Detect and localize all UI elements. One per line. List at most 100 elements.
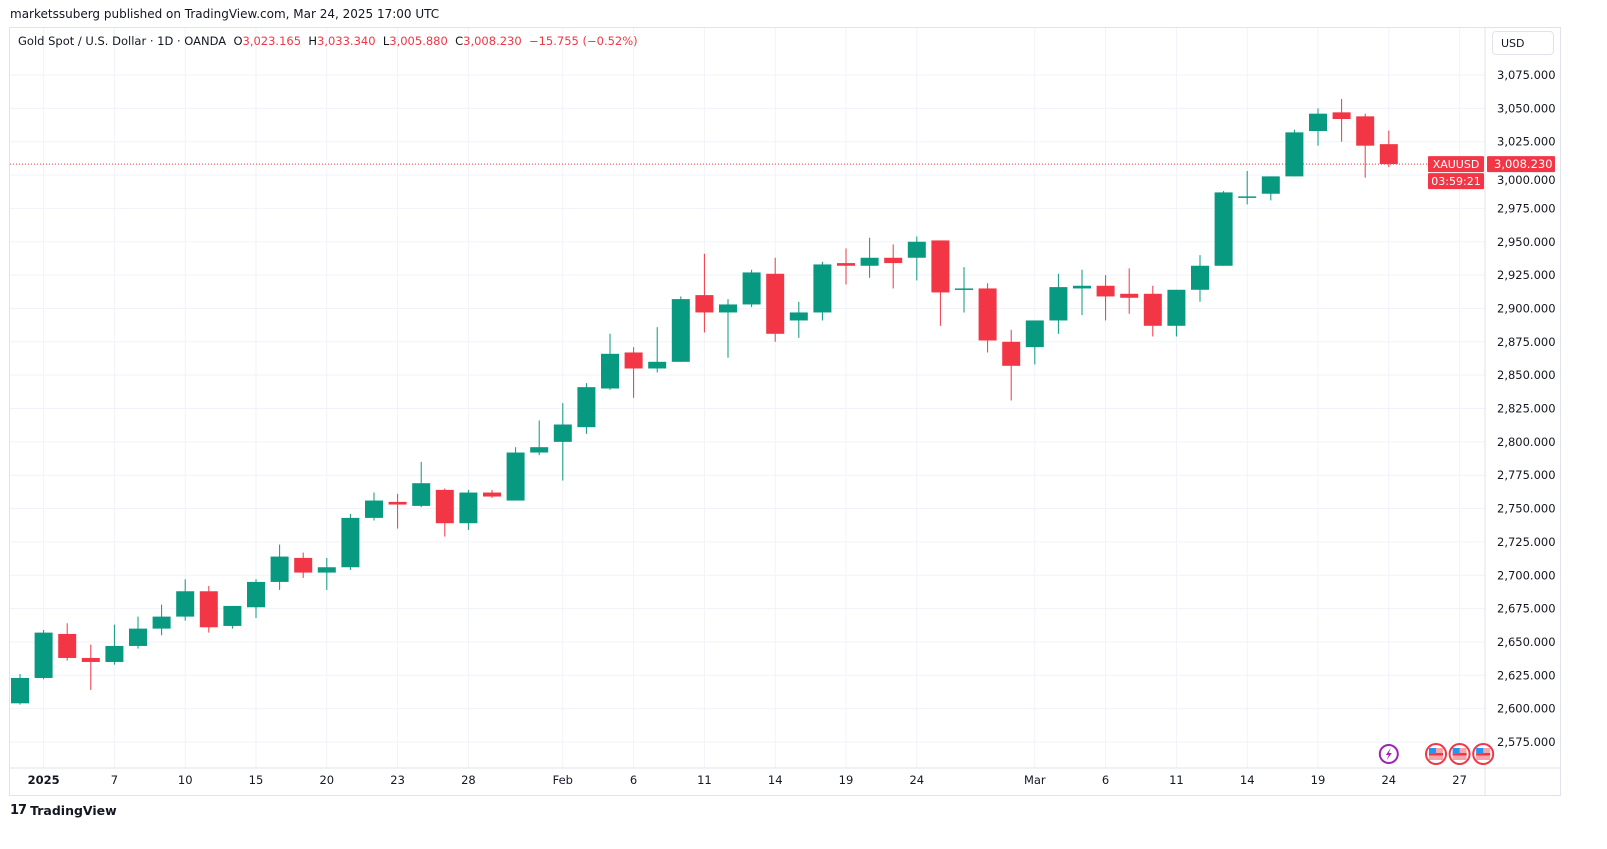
- candle-body: [789, 312, 808, 321]
- candle-body: [1332, 112, 1351, 120]
- candle-body: [1285, 132, 1304, 177]
- candle: [1073, 269, 1091, 316]
- candle: [884, 244, 903, 289]
- candle-body: [931, 240, 950, 293]
- candle-body: [152, 616, 171, 629]
- us-flag-event-icon: [1472, 743, 1495, 765]
- candle-body: [1214, 192, 1233, 266]
- lightning-glyph: [1385, 748, 1392, 760]
- candle: [1096, 275, 1115, 321]
- currency-button[interactable]: USD: [1492, 31, 1554, 55]
- low-value: 3,005.880: [389, 34, 448, 48]
- y-tick-label: 3,075.000: [1497, 68, 1556, 82]
- candle: [1285, 129, 1304, 177]
- low-label: L: [382, 34, 390, 48]
- candle: [435, 488, 454, 537]
- candle: [270, 544, 289, 590]
- candle-body: [34, 632, 53, 678]
- candle: [978, 283, 997, 353]
- x-tick-label: Feb: [553, 773, 573, 787]
- candle: [506, 447, 525, 501]
- candle: [860, 237, 879, 278]
- candle: [1191, 255, 1209, 302]
- candle: [412, 461, 431, 508]
- candle: [341, 513, 360, 570]
- candle: [695, 253, 714, 333]
- y-tick-label: 2,650.000: [1497, 635, 1556, 649]
- candle: [837, 248, 855, 285]
- flag-canton: [1429, 748, 1436, 754]
- high-value: 3,033.340: [317, 34, 376, 48]
- candle: [105, 624, 124, 665]
- flag-stripe: [1452, 753, 1467, 756]
- candle: [11, 673, 29, 705]
- symbol-tag: XAUUSD: [1433, 158, 1480, 171]
- candle-body: [81, 657, 100, 662]
- x-tick-label: 7: [111, 773, 118, 787]
- flag-stripe: [1476, 753, 1491, 756]
- candle-body: [247, 581, 265, 608]
- candle: [1049, 273, 1068, 334]
- y-tick-label: 2,800.000: [1497, 435, 1556, 449]
- candle-body: [553, 424, 572, 442]
- symbol-title: Gold Spot / U.S. Dollar · 1D · OANDA: [18, 34, 227, 48]
- symbol-tag-bg: [1428, 156, 1484, 173]
- candle-body: [1049, 287, 1068, 321]
- x-tick-label: 28: [461, 773, 476, 787]
- y-tick-label: 2,975.000: [1497, 201, 1556, 215]
- candle-body: [837, 263, 855, 266]
- candle: [247, 579, 265, 618]
- x-tick-label: 24: [1381, 773, 1396, 787]
- candle-body: [459, 492, 478, 524]
- candle: [199, 585, 218, 633]
- y-tick-label: 3,000.000: [1497, 173, 1556, 187]
- high-label: H: [308, 34, 317, 48]
- candle: [789, 301, 808, 338]
- y-tick-label: 2,675.000: [1497, 602, 1556, 616]
- x-tick-label: 20: [319, 773, 334, 787]
- brand-name: TradingView: [30, 803, 117, 818]
- candle: [152, 604, 171, 636]
- candle-body: [1120, 293, 1139, 298]
- close-label: C: [455, 34, 464, 48]
- candle-body: [341, 517, 360, 568]
- x-tick-label: 24: [909, 773, 924, 787]
- candle: [1261, 176, 1280, 201]
- candle: [1309, 108, 1327, 146]
- candle: [34, 629, 53, 680]
- candle-body: [742, 272, 761, 305]
- y-tick-label: 2,875.000: [1497, 335, 1556, 349]
- price-tag-bg: [1487, 156, 1555, 173]
- candle-body: [577, 387, 596, 428]
- flag-canton: [1452, 748, 1460, 754]
- y-tick-label: 3,050.000: [1497, 101, 1556, 115]
- candle: [459, 489, 478, 530]
- y-tick-label: 2,825.000: [1497, 402, 1556, 416]
- candle: [577, 383, 596, 434]
- y-tick-label: 2,750.000: [1497, 502, 1556, 516]
- candle-body: [58, 633, 77, 658]
- candle-body: [766, 273, 785, 334]
- candle-body: [1002, 341, 1021, 366]
- x-tick-label: 19: [839, 773, 854, 787]
- candle-body: [317, 567, 336, 573]
- candle: [671, 296, 690, 362]
- us-flag-event-icon: [1448, 743, 1471, 765]
- x-tick-label: 19: [1311, 773, 1326, 787]
- x-tick-label: 11: [1169, 773, 1184, 787]
- candle-body: [435, 489, 454, 524]
- y-tick-label: 3,025.000: [1497, 135, 1556, 149]
- candle-body: [601, 353, 619, 389]
- x-tick-label: 27: [1452, 773, 1467, 787]
- candle-body: [907, 241, 926, 258]
- y-tick-label: 2,950.000: [1497, 235, 1556, 249]
- candle: [483, 489, 501, 498]
- y-tick-label: 2,575.000: [1497, 735, 1556, 749]
- candle: [1025, 320, 1044, 365]
- candle: [530, 420, 549, 456]
- candle-body: [1096, 285, 1115, 297]
- candle-body: [1238, 196, 1257, 198]
- candle: [813, 261, 832, 321]
- x-tick-label: 6: [1102, 773, 1109, 787]
